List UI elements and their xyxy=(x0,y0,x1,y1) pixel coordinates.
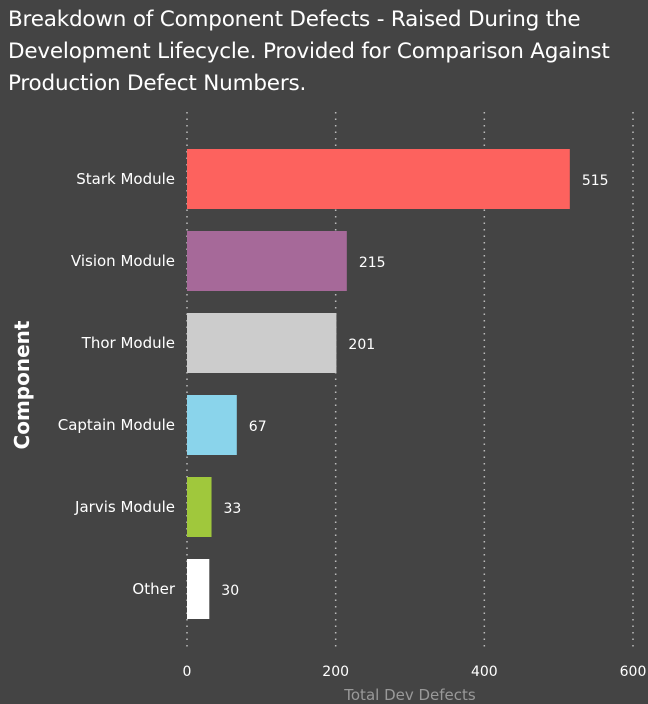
category-label: Stark Module xyxy=(76,170,175,188)
x-tick-label: 200 xyxy=(322,664,349,680)
category-label: Other xyxy=(132,580,175,598)
data-label: 30 xyxy=(221,583,239,599)
bar xyxy=(187,395,237,455)
data-labels: 515 215 201 67 33 30 xyxy=(221,173,608,599)
category-label: Thor Module xyxy=(81,334,175,352)
bar xyxy=(187,477,212,537)
x-axis-ticks: 0 200 400 600 xyxy=(183,664,647,680)
category-label: Vision Module xyxy=(71,252,175,270)
x-tick-label: 600 xyxy=(620,664,647,680)
x-tick-label: 400 xyxy=(471,664,498,680)
category-label: Jarvis Module xyxy=(74,498,175,516)
x-tick-label: 0 xyxy=(183,664,192,680)
bar xyxy=(187,231,347,291)
chart-title: Breakdown of Component Defects - Raised … xyxy=(8,7,610,96)
bar xyxy=(187,313,337,373)
bars xyxy=(187,149,570,619)
data-label: 515 xyxy=(582,173,609,189)
category-label: Captain Module xyxy=(58,416,175,434)
bar xyxy=(187,149,570,209)
bar xyxy=(187,559,210,619)
data-label: 215 xyxy=(359,255,386,271)
category-labels: Stark Module Vision Module Thor Module Capt… xyxy=(58,170,176,598)
data-label: 67 xyxy=(249,419,267,435)
data-label: 33 xyxy=(224,501,242,517)
data-label: 201 xyxy=(348,337,375,353)
